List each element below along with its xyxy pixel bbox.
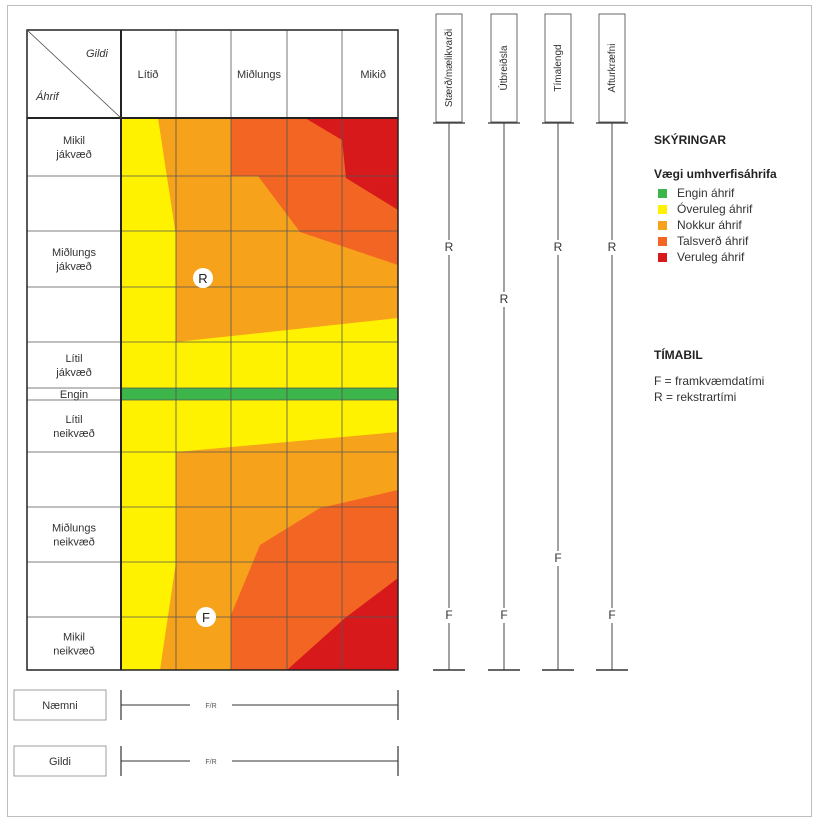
legend-swatch [658,236,667,246]
legend-label: Engin áhrif [677,186,735,200]
period-title: TÍMABIL [654,348,703,362]
f-marker: F [202,610,210,625]
scale-r-marker: R [500,292,509,306]
scale-f-marker: F [500,608,507,622]
bottom-scale-box [13,689,107,721]
scale-title: Stærð/mælikvarði [443,29,455,107]
scale-f-marker: F [608,608,615,622]
legend: SKÝRINGAR Vægi umhverfisáhrifa Engin áhr… [654,133,777,265]
period-item: F = framkvæmdatími [654,374,765,388]
period-items: F = framkvæmdatími R = rekstrartími [654,374,764,406]
bottom-scale-mid-label: F/R [205,703,216,710]
legend-item: Óveruleg áhrif [654,201,777,217]
corner-gildi-label: Gildi [86,48,109,60]
legend-items: Engin áhrif Óveruleg áhrif Nokkur áhrif Tal… [654,185,777,265]
zone-veruleg-negative [287,578,398,670]
legend-label: Nokkur áhrif [677,218,742,232]
scale-title: Afturkræfni [607,44,618,93]
impact-zones [121,118,398,670]
legend-label: Óveruleg áhrif [677,202,753,216]
legend-item: Veruleg áhrif [654,249,777,265]
period-legend: TÍMABIL F = framkvæmdatími R = rekstrartí… [654,348,764,406]
assessment-scales: Stærð/mælikvarði R F Útbreiðsla R F Tímalengd R… [433,13,628,671]
bottom-scale-label: Gildi [49,756,71,768]
scale-marker-bg [497,292,511,307]
scale-r-marker: R [608,240,617,254]
row-label: neikvæð [53,646,95,658]
scale-f-marker: F [445,608,452,622]
row-label: neikvæð [53,537,95,549]
scale-marker-bg [551,551,565,566]
matrix-border [26,29,399,671]
scale-marker-bg [442,608,456,623]
figure-frame [7,5,812,817]
scale-r-marker: R [445,240,454,254]
bottom-scale-box [13,745,107,777]
scale-header-box [435,13,463,123]
legend-label: Veruleg áhrif [677,250,745,264]
scale-marker-bg [605,608,619,623]
legend-label: Talsverð áhrif [677,234,749,248]
f-marker-circle [196,607,216,627]
legend-swatch [658,252,667,262]
row-label: Lítil [65,353,82,365]
legend-title: SKÝRINGAR [654,133,727,147]
bottom-scale-mid-label: F/R [205,759,216,766]
period-item: R = rekstrartími [654,390,737,404]
row-label: jákvæð [55,261,91,273]
column-label: Lítið [138,69,159,81]
corner-ahrif-label: Áhrif [35,90,60,103]
scale-header-box [490,13,518,123]
zone-veruleg-positive [305,118,398,210]
row-label: Miðlungs [52,247,97,259]
bottom-scale-label: Næmni [42,700,77,712]
legend-swatch [658,188,667,198]
corner-diagonal [26,29,122,119]
r-marker: R [198,271,207,286]
scale-title: Útbreiðsla [497,45,510,90]
column-label: Mikið [360,69,386,81]
scale-marker-bg [605,240,619,255]
row-labels: Mikil jákvæð Miðlungs jákvæð Lítil jákvæð Engi… [52,135,97,658]
scale-header-box [598,13,626,123]
legend-subtitle: Vægi umhverfisáhrifa [654,167,777,181]
row-label: Miðlungs [52,523,97,535]
row-label: jákvæð [55,149,91,161]
column-label: Miðlungs [237,69,282,81]
legend-item: Engin áhrif [654,185,777,201]
row-label: Mikil [63,135,85,147]
scale-header-box [544,13,572,123]
zone-engin [121,388,398,400]
row-label: Mikil [63,632,85,644]
legend-item: Talsverð áhrif [654,233,777,249]
legend-item: Nokkur áhrif [654,217,777,233]
scale-f-marker: F [554,551,561,565]
row-label: Lítil [65,414,82,426]
column-labels: Lítið Miðlungs Mikið [138,69,386,81]
scale-title: Tímalengd [553,44,564,91]
bottom-scales: Næmni F/R Gildi F/R [13,689,399,777]
legend-swatch [658,220,667,230]
row-label: neikvæð [53,428,95,440]
scale-r-marker: R [554,240,563,254]
row-label: Engin [60,389,88,401]
scale-marker-bg [551,240,565,255]
scale-marker-bg [442,240,456,255]
legend-swatch [658,204,667,214]
scale-marker-bg [497,608,511,623]
row-label: jákvæð [55,367,91,379]
r-marker-circle [193,268,213,288]
